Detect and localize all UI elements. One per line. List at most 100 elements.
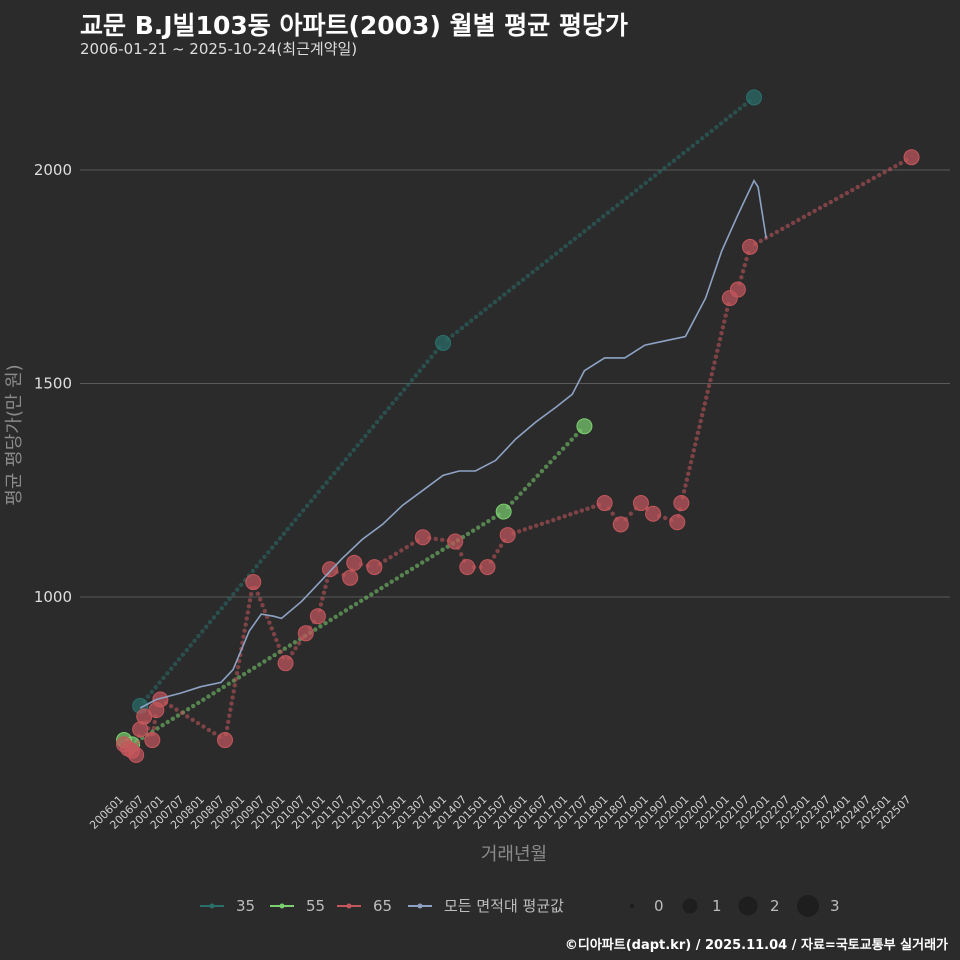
trend-dot — [353, 601, 359, 607]
trend-dot — [455, 329, 460, 334]
trend-dot — [692, 442, 698, 447]
data-point — [342, 569, 359, 586]
trend-dot — [839, 193, 844, 199]
trend-dot — [688, 459, 694, 465]
legend-swatch-dot — [417, 903, 423, 909]
trend-dot — [153, 685, 158, 690]
trend-dot — [339, 461, 345, 467]
trend-dot — [404, 544, 409, 550]
data-point — [612, 516, 629, 533]
trend-dot — [324, 480, 329, 485]
trend-dot — [282, 646, 288, 651]
trend-dot — [694, 436, 699, 441]
trend-dot — [364, 595, 369, 600]
trend-dot — [414, 563, 420, 568]
trend-dot — [702, 401, 708, 406]
trend-dot — [701, 407, 706, 412]
trend-dot — [390, 401, 395, 406]
trend-dot — [278, 649, 284, 654]
trend-dot — [168, 704, 174, 709]
trend-dot — [267, 620, 272, 625]
trend-dot — [170, 716, 176, 722]
trend-dot — [850, 187, 855, 193]
trend-dot — [855, 184, 860, 190]
trend-dot — [206, 727, 212, 733]
data-point — [459, 559, 476, 576]
trend-dot — [420, 560, 425, 565]
trend-dot — [313, 627, 318, 632]
trend-dot — [212, 731, 217, 736]
trend-dot — [565, 441, 570, 447]
trend-dot — [591, 221, 597, 227]
trend-dot — [780, 226, 785, 232]
trend-dot — [551, 517, 556, 523]
trend-dot — [367, 429, 372, 434]
trend-dot — [393, 551, 399, 557]
trend-dot — [812, 208, 817, 214]
trend-dot — [241, 634, 246, 639]
trend-dot — [596, 217, 601, 223]
trend-dot — [723, 313, 728, 318]
trend-dot — [533, 523, 539, 528]
trend-dot — [262, 554, 267, 560]
trend-dot — [742, 102, 747, 108]
trend-dot — [201, 697, 206, 702]
trend-dot — [250, 568, 256, 574]
chart-title: 교문 B.J빌103동 아파트(2003) 월별 평균 평당가 — [80, 11, 628, 40]
trend-dot — [425, 557, 430, 562]
trend-dot — [629, 191, 634, 197]
trend-dot — [539, 262, 545, 268]
trend-dot — [478, 310, 483, 316]
trend-dot — [695, 139, 700, 145]
trend-dot — [287, 643, 293, 648]
trend-dot — [271, 632, 277, 637]
trend-dot — [312, 494, 318, 499]
data-point — [152, 691, 169, 708]
trend-dot — [440, 547, 445, 553]
chart-subtitle: 2006-01-21 ~ 2025-10-24(최근계약일) — [80, 40, 358, 58]
trend-dot — [246, 668, 252, 674]
trend-dot — [332, 471, 337, 476]
trend-dot — [516, 281, 521, 286]
trend-dot — [662, 515, 668, 521]
trend-dot — [728, 113, 733, 119]
trend-dot — [252, 665, 257, 671]
trend-dot — [320, 484, 325, 490]
trend-dot — [718, 121, 724, 126]
trend-dot — [657, 169, 663, 175]
trend-dot — [409, 377, 415, 383]
trend-dot — [459, 325, 465, 331]
trend-dot — [201, 724, 206, 729]
trend-dot — [374, 589, 379, 594]
trend-dot — [179, 710, 185, 716]
trend-dot — [389, 579, 394, 584]
legend-swatch-dot — [209, 903, 215, 909]
trend-dot — [328, 617, 333, 623]
trend-dot — [219, 605, 224, 611]
trend-dot — [709, 128, 714, 134]
trend-dot — [238, 582, 244, 588]
trend-dot — [260, 603, 265, 608]
trend-dot — [828, 199, 833, 205]
trend-dot — [724, 307, 730, 313]
trend-dot — [272, 652, 277, 658]
trend-dot — [470, 528, 476, 533]
data-point — [729, 281, 746, 298]
trend-dot — [531, 477, 536, 483]
trend-dot — [506, 288, 512, 294]
series-2 — [116, 418, 593, 753]
trend-dot — [165, 671, 170, 676]
trend-dot — [231, 592, 236, 597]
trend-dot — [323, 620, 328, 626]
trend-dot — [135, 739, 141, 745]
trend-dot — [379, 585, 384, 591]
trend-dot — [293, 517, 298, 522]
data-point — [495, 503, 512, 520]
trend-dot — [893, 163, 898, 169]
legend-size-label: 3 — [830, 897, 840, 915]
trend-dot — [535, 266, 540, 271]
trend-dot — [382, 410, 388, 415]
trend-dot — [226, 719, 231, 725]
trend-dot — [151, 725, 157, 731]
trend-dot — [502, 292, 507, 297]
